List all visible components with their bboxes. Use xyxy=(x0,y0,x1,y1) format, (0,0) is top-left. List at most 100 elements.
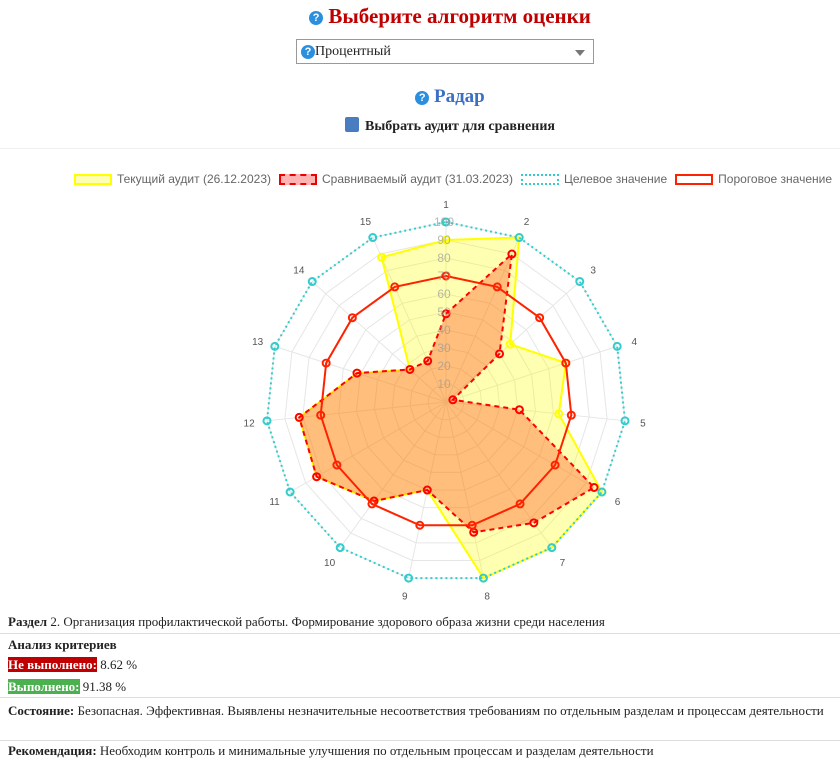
series-0-point xyxy=(554,409,564,419)
legend-swatch xyxy=(279,174,317,185)
series-1-point xyxy=(495,349,505,359)
divider xyxy=(0,148,840,149)
state-label: Состояние: xyxy=(8,703,75,718)
series-1-point xyxy=(422,485,432,495)
series-2-point xyxy=(612,341,622,351)
series-3-point xyxy=(492,282,502,292)
help-icon[interactable]: ? xyxy=(309,11,324,26)
state-text: Безопасная. Эффективная. Выявлены незнач… xyxy=(77,703,824,718)
legend-label: Текущий аудит (26.12.2023) xyxy=(116,172,271,186)
failed-badge: Не выполнено: xyxy=(8,657,97,672)
section-text: 2. Организация профилактической работы. … xyxy=(50,614,605,629)
grid-spoke xyxy=(266,401,447,422)
grid-ring xyxy=(355,311,537,491)
section-label: Раздел xyxy=(8,614,48,629)
grid-spoke xyxy=(445,345,618,403)
grid-spoke xyxy=(372,237,447,403)
chart-legend: Текущий аудит (26.12.2023) Сравниваемый … xyxy=(73,172,832,186)
tick-label: 30 xyxy=(437,341,451,355)
series-2-point xyxy=(441,217,451,227)
tick-label: 40 xyxy=(437,323,451,337)
analysis-heading: Анализ критериев xyxy=(8,637,117,652)
series-3-point xyxy=(332,460,342,470)
series-2-point xyxy=(575,277,585,287)
radar-heading: ? Радар xyxy=(0,86,840,108)
axis-label: 10 xyxy=(324,558,336,569)
axis-label: 3 xyxy=(590,266,596,277)
series-0-point xyxy=(505,339,515,349)
series-1-area xyxy=(298,251,596,534)
grid-spoke xyxy=(311,281,447,403)
series-2-point xyxy=(514,233,524,243)
series-0-point xyxy=(441,235,451,245)
done-badge: Выполнено: xyxy=(8,679,80,694)
axis-label: 14 xyxy=(293,266,305,277)
series-3-point xyxy=(566,410,576,420)
rec-text: Необходим контроль и минимальные улучшен… xyxy=(99,743,654,758)
series-2-point xyxy=(262,416,272,426)
series-0-point xyxy=(377,252,387,262)
help-icon[interactable]: ? xyxy=(301,44,315,59)
grid-ring xyxy=(373,329,519,473)
select-value: Процентный xyxy=(315,44,391,59)
axis-label: 1 xyxy=(443,200,449,211)
grid-spoke xyxy=(445,401,553,548)
algorithm-heading: ? Выберите алгоритм оценки xyxy=(0,4,840,29)
series-3-point xyxy=(321,358,331,368)
series-3-point xyxy=(515,499,525,509)
axis-label: 2 xyxy=(524,217,530,228)
recommendation-line: Рекомендация: Необходим контроль и миним… xyxy=(8,743,834,759)
series-3-point xyxy=(415,520,425,530)
heading-text: Выберите алгоритм оценки xyxy=(328,4,591,28)
rec-label: Рекомендация: xyxy=(8,743,97,758)
series-3-point xyxy=(550,460,560,470)
series-2-point xyxy=(478,573,488,583)
select-compare-audit-button[interactable]: Выбрать аудит для сравнения xyxy=(0,117,840,135)
axis-label: 13 xyxy=(252,337,264,348)
axis-label: 7 xyxy=(560,558,566,569)
legend-swatch xyxy=(675,174,714,185)
series-1-point xyxy=(423,356,433,366)
series-3-point xyxy=(467,520,477,530)
series-1-point xyxy=(312,472,322,482)
axis-label: 11 xyxy=(269,497,280,508)
series-3-point xyxy=(561,358,571,368)
legend-label: Целевое значение xyxy=(563,172,668,186)
axis-label: 4 xyxy=(632,337,638,348)
axis-label: 5 xyxy=(640,419,646,430)
legend-item-target[interactable]: Целевое значение xyxy=(520,172,668,186)
grid-spoke xyxy=(445,401,603,493)
axis-label: 15 xyxy=(360,217,372,228)
series-3-point xyxy=(390,282,400,292)
legend-item-current[interactable]: Текущий аудит (26.12.2023) xyxy=(73,172,271,186)
series-1-point xyxy=(405,364,415,374)
legend-item-threshold[interactable]: Пороговое значение xyxy=(675,172,832,186)
help-icon[interactable]: ? xyxy=(415,90,430,105)
tick-label: 100 xyxy=(434,215,454,229)
failed-value: 8.62 % xyxy=(100,657,138,672)
legend-label: Сравниваемый аудит (31.03.2023) xyxy=(322,172,513,186)
series-1-point xyxy=(589,483,599,492)
compare-label: Выбрать аудит для сравнения xyxy=(365,119,555,134)
algorithm-select[interactable]: ? Процентный xyxy=(296,39,594,64)
tick-label: 10 xyxy=(437,377,451,391)
divider xyxy=(0,633,840,634)
axis-label: 8 xyxy=(484,592,490,603)
done-line: Выполнено: 91.38 % xyxy=(8,679,834,695)
axis-label: 6 xyxy=(615,497,621,508)
series-1-point xyxy=(529,518,539,528)
series-3-point xyxy=(441,271,451,281)
series-2-point xyxy=(547,543,557,553)
series-3-point xyxy=(347,313,357,323)
tick-label: 90 xyxy=(437,233,451,247)
series-2-point xyxy=(620,416,630,426)
series-1-point xyxy=(294,412,304,422)
series-3-point xyxy=(367,499,377,509)
state-line: Состояние: Безопасная. Эффективная. Выяв… xyxy=(8,699,834,722)
series-2-point xyxy=(335,543,345,553)
failed-line: Не выполнено: 8.62 % xyxy=(8,657,834,673)
series-3-point xyxy=(316,410,326,420)
axis-label: 9 xyxy=(402,592,408,603)
legend-item-compared[interactable]: Сравниваемый аудит (31.03.2023) xyxy=(279,172,513,186)
tick-label: 60 xyxy=(437,287,451,301)
